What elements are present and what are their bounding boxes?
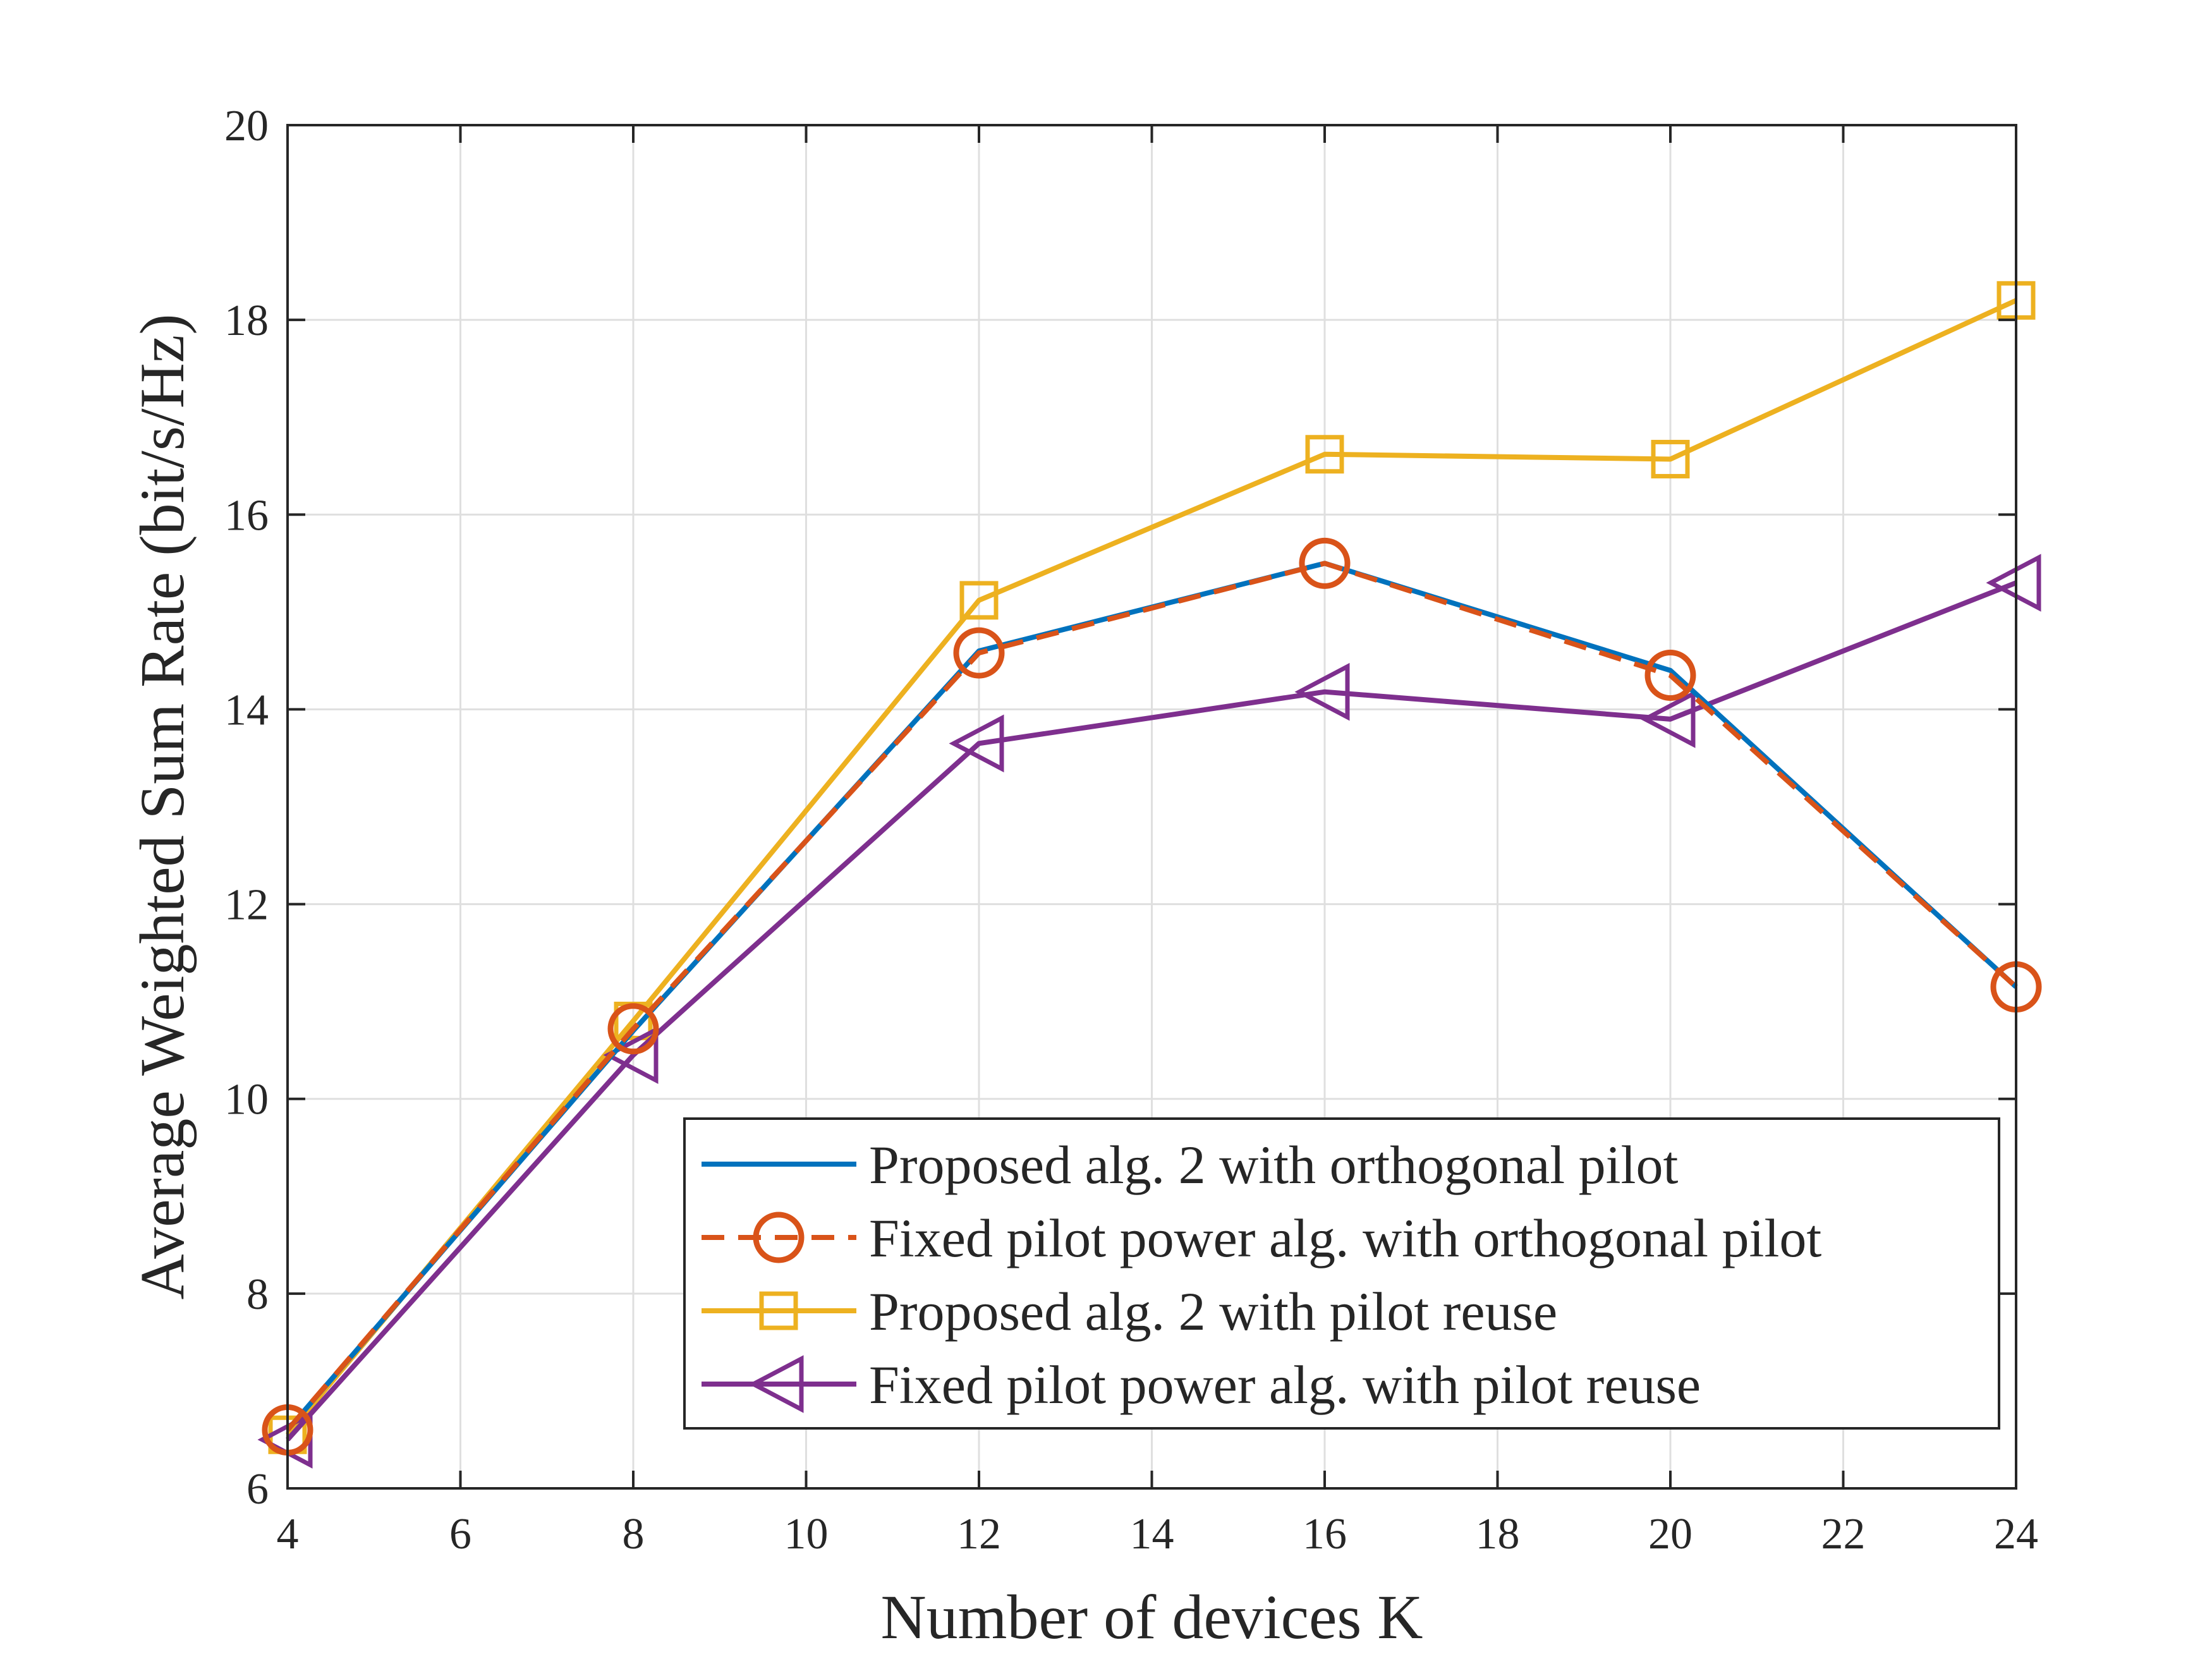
- legend-label: Fixed pilot power alg. with orthogonal p…: [869, 1208, 1821, 1268]
- data-point-marker: [607, 1003, 659, 1055]
- x-tick-label: 8: [623, 1510, 645, 1559]
- legend: Proposed alg. 2 with orthogonal pilot Fix…: [683, 1117, 2000, 1430]
- y-tick-label: 18: [224, 296, 269, 345]
- legend-marker-sample: [748, 1355, 804, 1413]
- legend-marker-sample: [753, 1212, 805, 1263]
- legend-label: Proposed alg. 2 with pilot reuse: [869, 1281, 1557, 1342]
- x-tick-label: 4: [277, 1510, 299, 1559]
- legend-label: Fixed pilot power alg. with pilot reuse: [869, 1354, 1701, 1415]
- data-point-marker: [1294, 662, 1350, 721]
- x-tick-label: 24: [1994, 1510, 2038, 1559]
- series-line: [286, 580, 2017, 1442]
- y-tick-label: 8: [246, 1270, 269, 1319]
- series-line: [285, 298, 2017, 1437]
- y-tick-label: 12: [224, 881, 269, 930]
- x-tick-label: 22: [1821, 1510, 1866, 1559]
- x-tick-label: 10: [784, 1510, 829, 1559]
- data-point-marker: [949, 714, 1004, 773]
- data-point-marker: [1640, 690, 1696, 748]
- legend-marker-sample: [759, 1291, 798, 1330]
- x-tick-label: 14: [1130, 1510, 1174, 1559]
- data-point-marker: [1651, 439, 1690, 478]
- x-tick-label: 20: [1648, 1510, 1692, 1559]
- data-point-marker: [953, 627, 1005, 679]
- legend-label: Proposed alg. 2 with orthogonal pilot: [869, 1134, 1678, 1195]
- data-point-marker: [1305, 435, 1344, 474]
- legend-item-2: Fixed pilot power alg. with orthogonal p…: [702, 1208, 1821, 1268]
- data-point-marker: [959, 581, 999, 620]
- series-line: [285, 561, 2018, 1432]
- legend-item-1: Proposed alg. 2 with orthogonal pilot: [702, 1134, 1678, 1195]
- x-tick-label: 6: [449, 1510, 471, 1559]
- legend-item-3: Proposed alg. 2 with pilot reuse: [702, 1281, 1557, 1342]
- x-tick-label: 18: [1476, 1510, 1520, 1559]
- legend-item-4: Fixed pilot power alg. with pilot reuse: [702, 1354, 1701, 1415]
- y-tick-label: 10: [224, 1076, 269, 1124]
- data-point-marker: [1299, 537, 1351, 589]
- x-tick-label: 12: [957, 1510, 1001, 1559]
- y-tick-label: 14: [224, 686, 269, 734]
- x-axis-label: Number of devices K: [880, 1582, 1423, 1652]
- legend-box: [683, 1117, 2000, 1430]
- x-tick-label: 16: [1303, 1510, 1347, 1559]
- data-point-marker: [1644, 650, 1696, 702]
- data-point-marker: [603, 1026, 659, 1085]
- y-tick-label: 6: [246, 1465, 269, 1514]
- y-tick-label: 16: [224, 491, 269, 540]
- y-axis-label: Average Weighted Sum Rate (bit/s/Hz): [127, 313, 197, 1299]
- y-tick-label: 20: [224, 102, 269, 150]
